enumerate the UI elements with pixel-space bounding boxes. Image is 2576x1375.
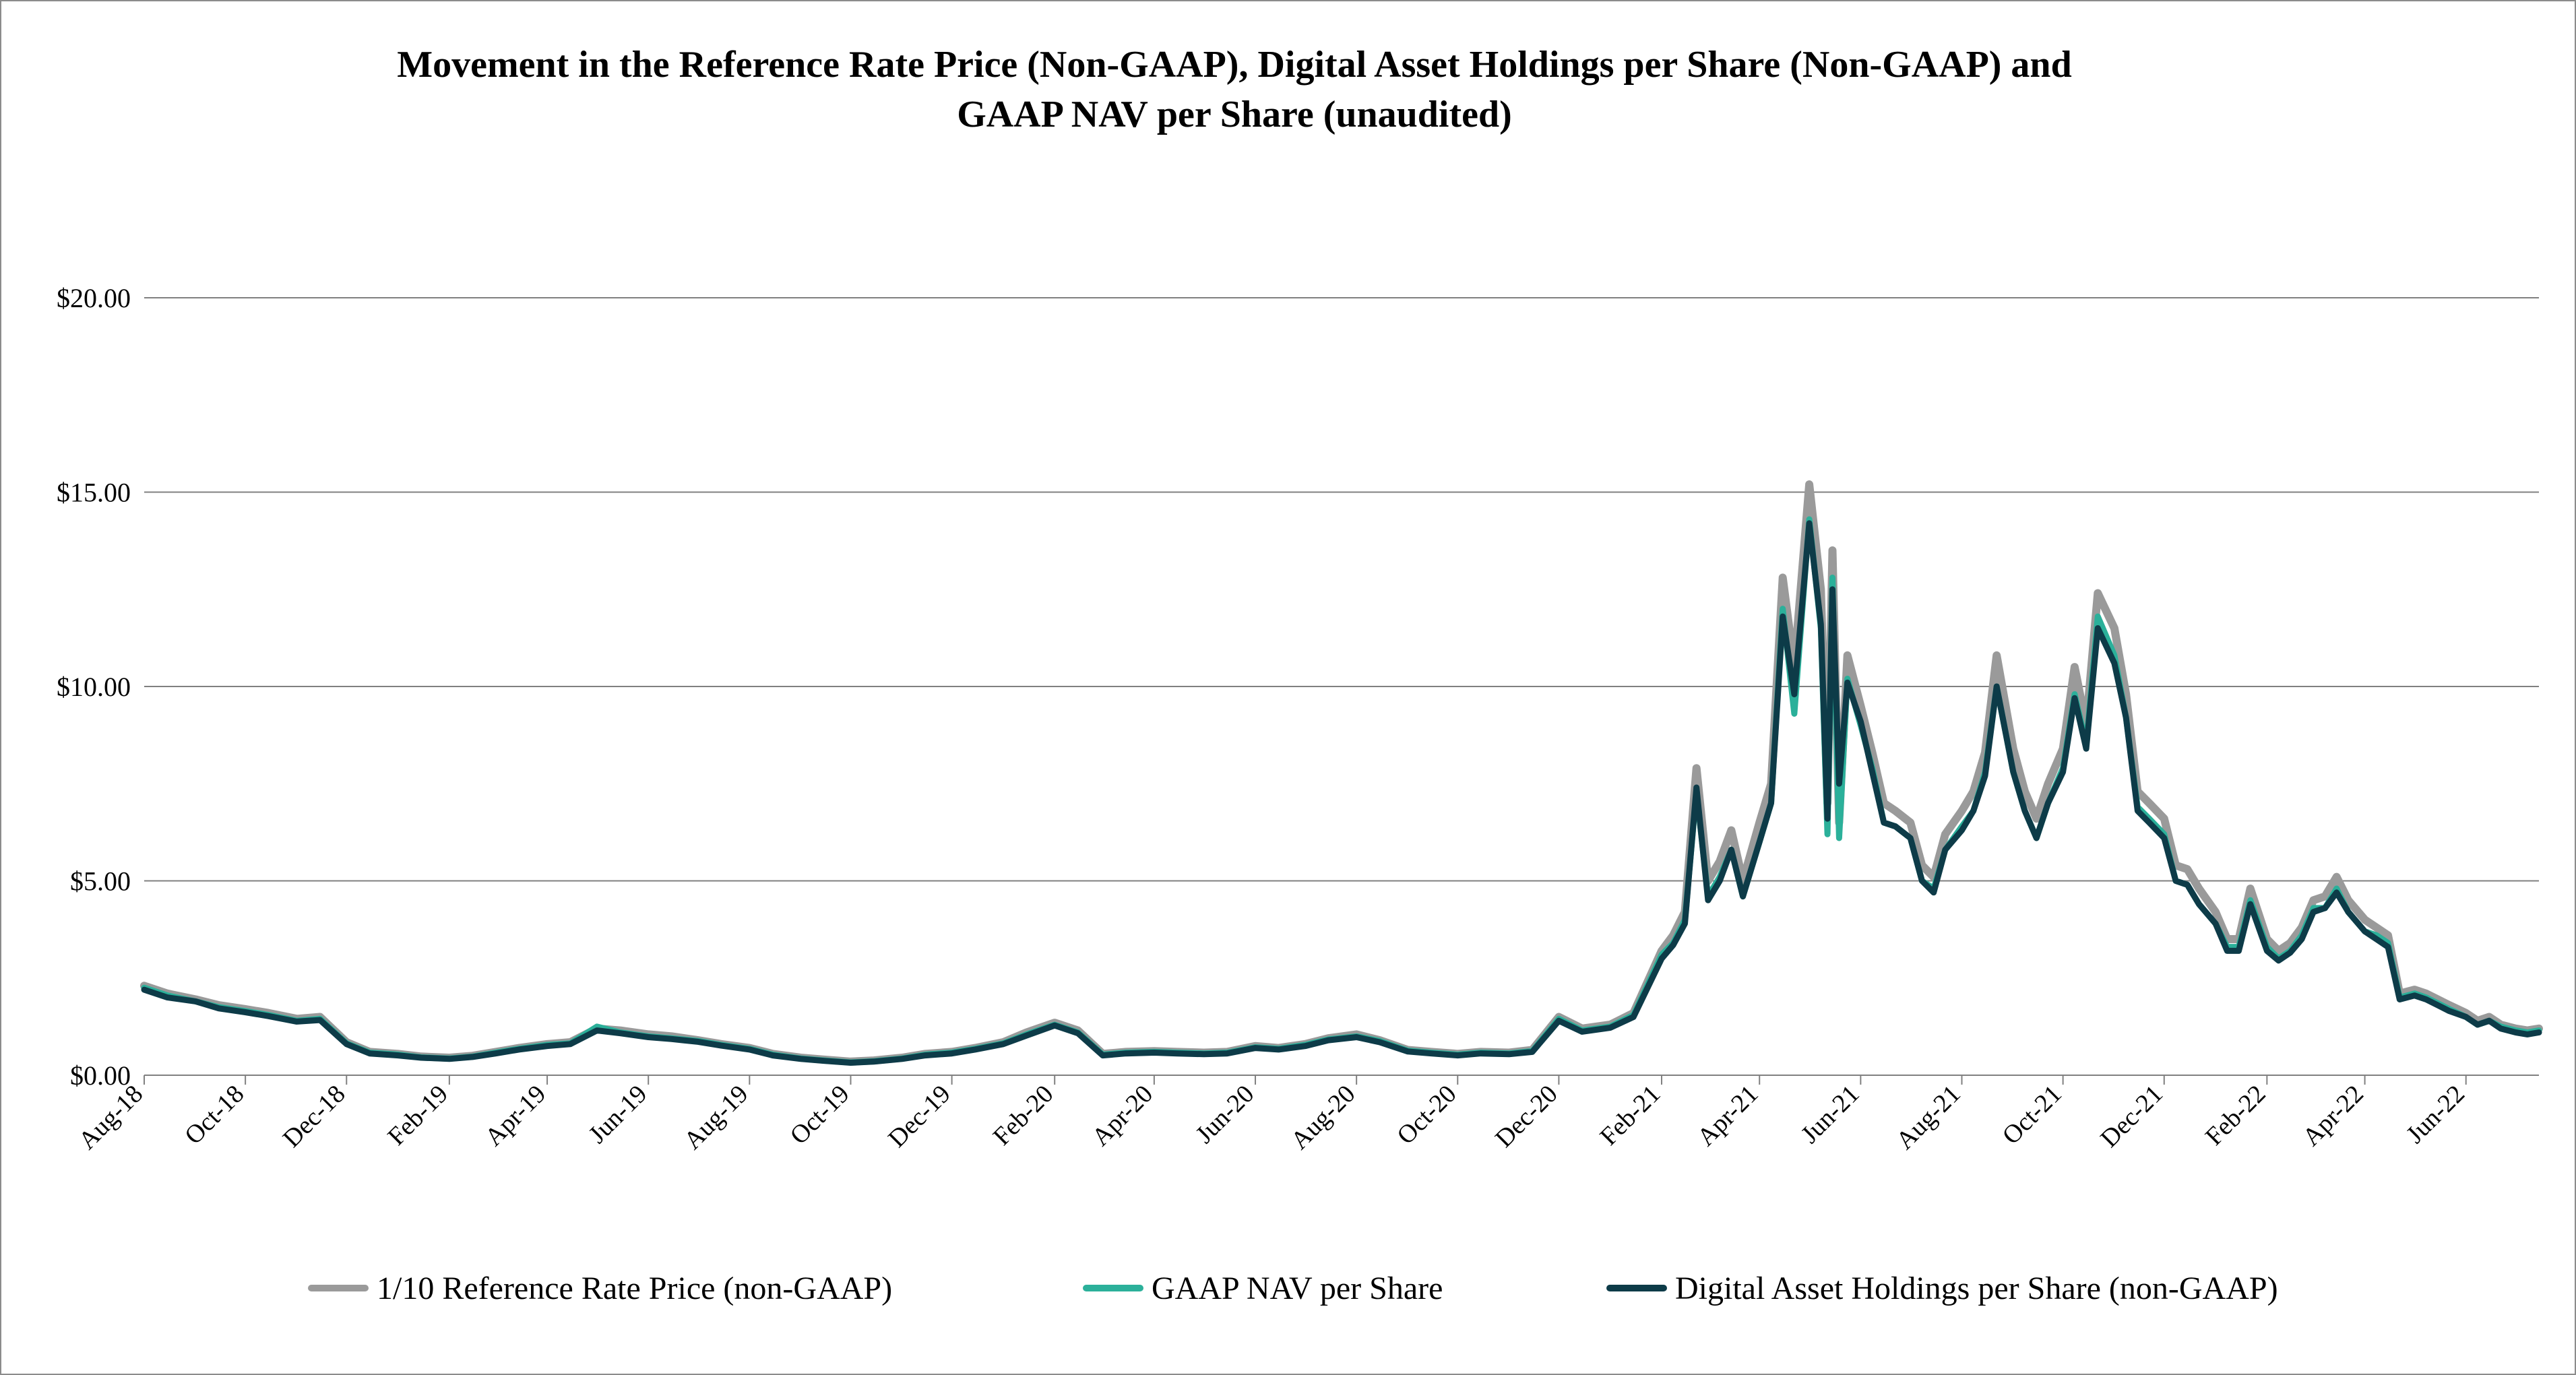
x-tick-label: Aug-21 <box>1891 1080 1966 1155</box>
legend-swatch-reference-rate <box>308 1285 369 1291</box>
x-tick-label: Dec-18 <box>278 1080 351 1153</box>
x-tick-label: Aug-20 <box>1286 1080 1361 1155</box>
x-tick-label: Aug-19 <box>679 1080 754 1155</box>
legend-label-digital-asset-holdings: Digital Asset Holdings per Share (non-GA… <box>1675 1270 2278 1306</box>
x-tick-label: Jun-19 <box>584 1080 653 1149</box>
x-tick-label: Feb-21 <box>1595 1080 1666 1151</box>
x-tick-label: Aug-18 <box>73 1080 149 1155</box>
x-tick-label: Feb-22 <box>2200 1080 2271 1151</box>
x-tick-label: Jun-20 <box>1191 1080 1260 1149</box>
x-tick-label: Oct-18 <box>179 1080 249 1150</box>
legend-swatch-gaap-nav <box>1083 1285 1143 1291</box>
series-line-digital-asset-holdings <box>141 520 2542 1066</box>
x-tick-label: Jun-22 <box>2401 1080 2470 1149</box>
x-tick-label: Dec-20 <box>1490 1080 1563 1153</box>
x-tick-label: Apr-22 <box>2297 1080 2369 1152</box>
x-tick-label: Oct-20 <box>1391 1080 1462 1150</box>
x-tick-label: Oct-19 <box>785 1080 855 1150</box>
legend-item-digital-asset-holdings: Digital Asset Holdings per Share (non-GA… <box>1606 1268 2278 1308</box>
x-tick-label: Apr-20 <box>1086 1080 1158 1152</box>
y-tick-label: $0.00 <box>70 1060 131 1091</box>
chart-title-line-1: Movement in the Reference Rate Price (No… <box>397 44 2072 86</box>
x-tick-label: Apr-21 <box>1692 1080 1764 1152</box>
y-tick-label: $10.00 <box>57 672 131 702</box>
chart-title-line-2: GAAP NAV per Share (unaudited) <box>957 94 1512 135</box>
legend-item-reference-rate: 1/10 Reference Rate Price (non-GAAP) <box>308 1268 892 1308</box>
x-tick-label: Dec-19 <box>883 1080 956 1153</box>
y-tick-label: $20.00 <box>57 283 131 313</box>
series-line-reference-rate <box>140 480 2543 1066</box>
x-tick-label: Apr-19 <box>480 1080 552 1152</box>
legend-swatch-digital-asset-holdings <box>1606 1285 1667 1291</box>
series-line-gaap-nav <box>141 516 2542 1066</box>
y-tick-label: $5.00 <box>70 866 131 897</box>
legend-label-gaap-nav: GAAP NAV per Share <box>1152 1270 1443 1306</box>
x-tick-label: Dec-21 <box>2095 1080 2168 1153</box>
y-tick-label: $15.00 <box>57 478 131 508</box>
legend-item-gaap-nav: GAAP NAV per Share <box>1083 1268 1443 1308</box>
x-tick-label: Oct-21 <box>1997 1080 2067 1150</box>
legend-label-reference-rate: 1/10 Reference Rate Price (non-GAAP) <box>377 1270 893 1306</box>
x-tick-label: Feb-20 <box>988 1080 1059 1151</box>
x-tick-label: Jun-21 <box>1796 1080 1865 1149</box>
x-tick-label: Feb-19 <box>382 1080 453 1151</box>
